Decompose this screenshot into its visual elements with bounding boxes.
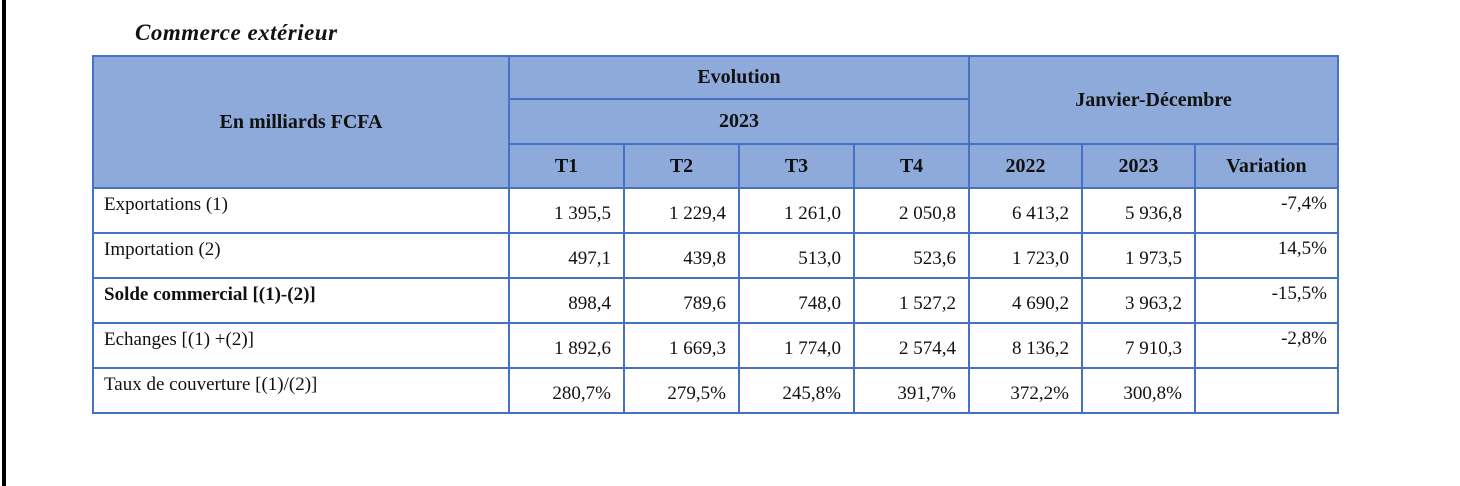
importation-2022-value: 1 723,0: [968, 232, 1083, 279]
importation-t4-value: 523,6: [853, 232, 970, 279]
row-label-solde-commercial: Solde commercial [(1)-(2)]: [92, 277, 510, 324]
table-row-importation: Importation (2) 497,1 439,8 513,0 523,6 …: [92, 232, 1339, 279]
taux-2022-value: 372,2%: [968, 367, 1083, 414]
solde-variation-value: -15,5%: [1194, 277, 1339, 324]
importation-t2-value: 439,8: [623, 232, 740, 279]
table-row-taux-couverture: Taux de couverture [(1)/(2)] 280,7% 279,…: [92, 367, 1339, 414]
exportations-2022-value: 6 413,2: [968, 187, 1083, 234]
exportations-t1-value: 1 395,5: [508, 187, 625, 234]
header-row-groups: En milliards FCFA Evolution Janvier-Déce…: [92, 55, 1339, 189]
solde-t4-value: 1 527,2: [853, 277, 970, 324]
taux-t2-value: 279,5%: [623, 367, 740, 414]
taux-t3-value: 245,8%: [738, 367, 855, 414]
header-row-columns: T1 T2 T3 T4 2022 2023 Variation: [93, 143, 1339, 189]
importation-t1-value: 497,1: [508, 232, 625, 279]
importation-t3-value: 513,0: [738, 232, 855, 279]
taux-t4-value: 391,7%: [853, 367, 970, 414]
row-label-exportations: Exportations (1): [92, 187, 510, 234]
table-row-exportations: Exportations (1) 1 395,5 1 229,4 1 261,0…: [92, 187, 1339, 234]
solde-2023-value: 3 963,2: [1081, 277, 1196, 324]
echanges-t3-value: 1 774,0: [738, 322, 855, 369]
taux-variation-value: [1194, 367, 1339, 414]
echanges-variation-value: -2,8%: [1194, 322, 1339, 369]
taux-t1-value: 280,7%: [508, 367, 625, 414]
solde-t1-value: 898,4: [508, 277, 625, 324]
row-label-importation: Importation (2): [92, 232, 510, 279]
col-header-t4: T4: [853, 143, 970, 189]
exportations-variation-value: -7,4%: [1194, 187, 1339, 234]
col-header-2023: 2023: [1081, 143, 1196, 189]
page-left-border-rule: [2, 0, 6, 486]
period-group-header: Janvier-Décembre: [968, 55, 1339, 145]
table-row-solde-commercial: Solde commercial [(1)-(2)] 898,4 789,6 7…: [92, 277, 1339, 324]
evolution-group-header: Evolution: [508, 55, 970, 100]
foreign-trade-table: En milliards FCFA Evolution Janvier-Déce…: [92, 55, 1339, 414]
header-row-year: 2023: [93, 98, 1338, 145]
solde-2022-value: 4 690,2: [968, 277, 1083, 324]
row-label-taux-couverture: Taux de couverture [(1)/(2)]: [92, 367, 510, 414]
importation-variation-value: 14,5%: [1194, 232, 1339, 279]
solde-t2-value: 789,6: [623, 277, 740, 324]
evolution-year-header: 2023: [508, 98, 970, 145]
row-label-echanges: Echanges [(1) +(2)]: [92, 322, 510, 369]
taux-2023-value: 300,8%: [1081, 367, 1196, 414]
col-header-t2: T2: [623, 143, 740, 189]
col-header-variation: Variation: [1194, 143, 1339, 189]
col-header-t3: T3: [738, 143, 855, 189]
exportations-t3-value: 1 261,0: [738, 187, 855, 234]
exportations-t4-value: 2 050,8: [853, 187, 970, 234]
exportations-2023-value: 5 936,8: [1081, 187, 1196, 234]
col-header-t1: T1: [508, 143, 625, 189]
importation-2023-value: 1 973,5: [1081, 232, 1196, 279]
echanges-t1-value: 1 892,6: [508, 322, 625, 369]
page-title: Commerce extérieur: [135, 20, 338, 45]
exportations-t2-value: 1 229,4: [623, 187, 740, 234]
solde-t3-value: 748,0: [738, 277, 855, 324]
table-row-echanges: Echanges [(1) +(2)] 1 892,6 1 669,3 1 77…: [92, 322, 1339, 369]
echanges-2023-value: 7 910,3: [1081, 322, 1196, 369]
unit-header-cell: En milliards FCFA: [92, 55, 510, 189]
col-header-2022: 2022: [968, 143, 1083, 189]
echanges-2022-value: 8 136,2: [968, 322, 1083, 369]
echanges-t4-value: 2 574,4: [853, 322, 970, 369]
echanges-t2-value: 1 669,3: [623, 322, 740, 369]
